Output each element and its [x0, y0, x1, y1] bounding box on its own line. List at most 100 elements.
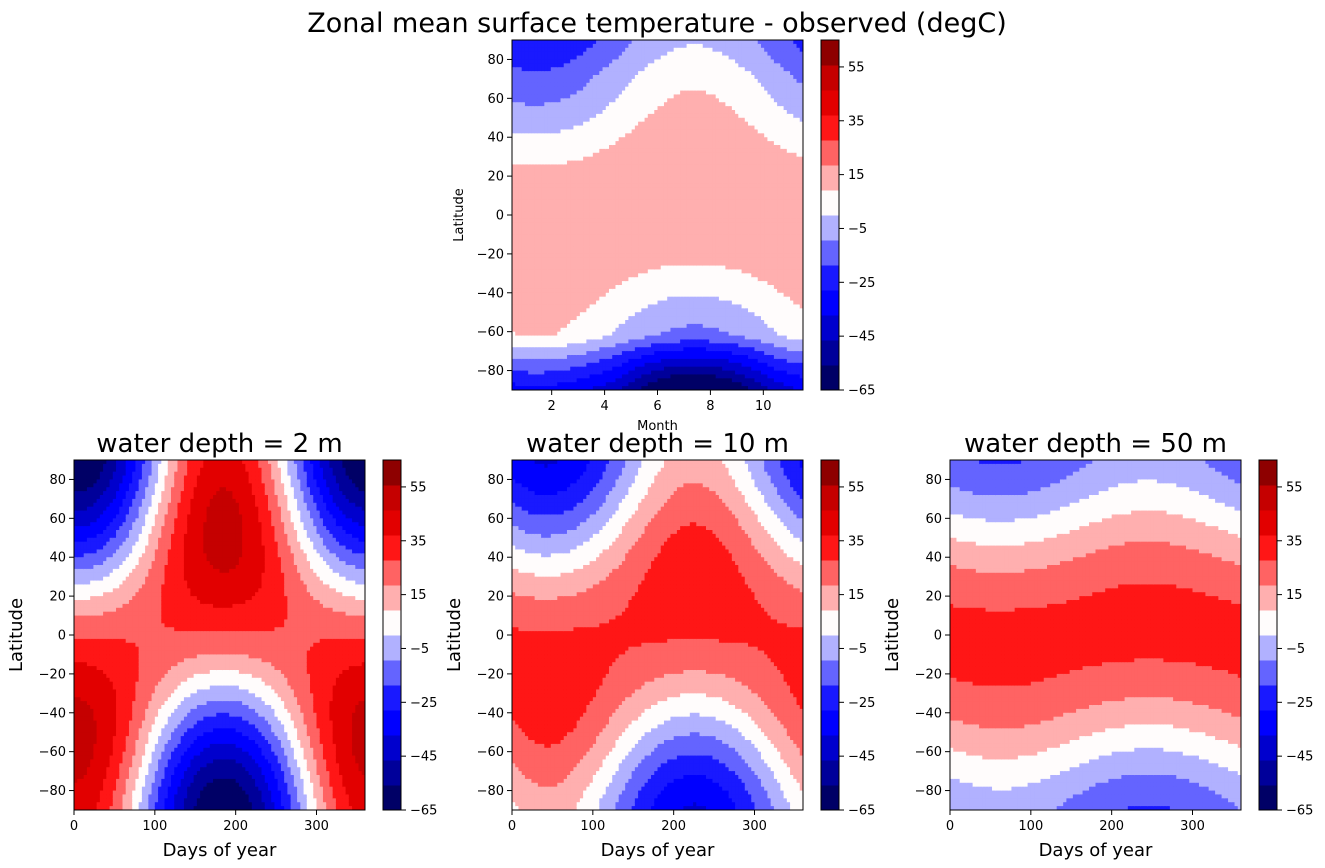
heatmap-cell — [563, 386, 568, 390]
heatmap-cell — [609, 238, 613, 243]
heatmap-cell — [657, 187, 662, 193]
heatmap-cell — [599, 351, 604, 356]
heatmap-cell — [534, 265, 539, 271]
heatmap-cell — [537, 351, 542, 356]
heatmap-cell — [547, 71, 552, 76]
heatmap-cell — [512, 320, 516, 325]
heatmap-cell — [628, 273, 633, 278]
heatmap-cell — [521, 312, 526, 317]
heatmap-cell — [557, 168, 562, 173]
heatmap-cell — [618, 203, 623, 208]
heatmap-cell — [644, 168, 649, 173]
heatmap-cell — [583, 250, 587, 255]
heatmap-cell — [512, 176, 516, 181]
heatmap-cell — [554, 43, 558, 49]
heatmap-cell — [628, 362, 633, 368]
heatmap-cell — [628, 316, 633, 321]
heatmap-cell — [524, 366, 529, 372]
heatmap-cell — [589, 121, 594, 127]
heatmap-cell — [563, 164, 568, 169]
heatmap-cell — [641, 374, 646, 379]
heatmap-cell — [515, 242, 520, 247]
heatmap-cell — [609, 273, 613, 278]
heatmap-cell — [576, 199, 581, 204]
heatmap-cell — [579, 94, 584, 99]
heatmap-cell — [524, 133, 529, 138]
heatmap-cell — [537, 281, 542, 286]
heatmap-cell — [570, 199, 575, 204]
heatmap-cell — [570, 257, 575, 263]
heatmap-cell — [602, 55, 607, 61]
heatmap-cell — [515, 106, 520, 111]
heatmap-cell — [641, 164, 646, 169]
heatmap-cell — [512, 183, 516, 189]
heatmap-cell — [531, 71, 536, 76]
heatmap-cell — [547, 343, 552, 348]
heatmap-cell — [641, 187, 646, 193]
heatmap-cell — [631, 288, 636, 294]
heatmap-cell — [563, 94, 568, 99]
heatmap-cell — [557, 117, 562, 123]
heatmap-cell — [547, 316, 552, 321]
heatmap-cell — [512, 75, 516, 80]
heatmap-cell — [566, 285, 571, 290]
heatmap-cell — [557, 222, 562, 228]
heatmap-cell — [609, 78, 613, 84]
heatmap-cell — [602, 323, 607, 329]
heatmap-cell — [625, 362, 629, 368]
heatmap-cell — [592, 75, 597, 80]
heatmap-cell — [554, 347, 558, 352]
heatmap-cell — [573, 292, 578, 298]
heatmap-cell — [647, 211, 652, 216]
heatmap-cell — [515, 250, 520, 255]
heatmap-cell — [612, 238, 617, 243]
heatmap-cell — [625, 141, 629, 146]
heatmap-cell — [518, 292, 523, 298]
heatmap-cell — [573, 218, 578, 224]
heatmap-cell — [573, 347, 578, 352]
heatmap-cell — [534, 288, 539, 294]
heatmap-cell — [651, 137, 655, 142]
heatmap-cell — [625, 300, 629, 306]
heatmap-cell — [541, 40, 545, 45]
heatmap-cell — [657, 191, 662, 197]
heatmap-cell — [518, 164, 523, 169]
heatmap-cell — [599, 269, 604, 274]
heatmap-cell — [609, 222, 613, 228]
heatmap-cell — [592, 355, 597, 360]
heatmap-cell — [586, 63, 591, 68]
heatmap-cell — [638, 355, 642, 360]
heatmap-cell — [657, 277, 662, 282]
heatmap-cell — [641, 90, 646, 96]
heatmap-cell — [534, 300, 539, 306]
heatmap-cell — [641, 222, 646, 228]
heatmap-cell — [560, 172, 565, 177]
heatmap-cell — [654, 331, 659, 337]
heatmap-cell — [563, 215, 568, 220]
heatmap-cell — [570, 370, 575, 376]
heatmap-cell — [638, 242, 642, 247]
heatmap-cell — [534, 246, 539, 251]
heatmap-cell — [547, 187, 552, 193]
heatmap-cell — [612, 265, 617, 271]
heatmap-cell — [557, 183, 562, 189]
heatmap-cell — [531, 215, 536, 220]
heatmap-cell — [560, 51, 565, 57]
heatmap-cell — [621, 59, 626, 64]
heatmap-cell — [592, 308, 597, 313]
heatmap-cell — [521, 300, 526, 306]
heatmap-cell — [512, 253, 516, 259]
heatmap-cell — [615, 331, 620, 337]
heatmap-cell — [557, 137, 562, 142]
heatmap-cell — [550, 207, 555, 212]
heatmap-cell — [573, 312, 578, 317]
heatmap-cell — [657, 164, 662, 169]
heatmap-cell — [612, 51, 617, 57]
heatmap-cell — [618, 386, 623, 390]
heatmap-cell — [521, 137, 526, 142]
heatmap-cell — [518, 117, 523, 123]
heatmap-cell — [647, 195, 652, 201]
heatmap-cell — [660, 145, 665, 150]
heatmap-cell — [560, 183, 565, 189]
heatmap-cell — [547, 366, 552, 372]
